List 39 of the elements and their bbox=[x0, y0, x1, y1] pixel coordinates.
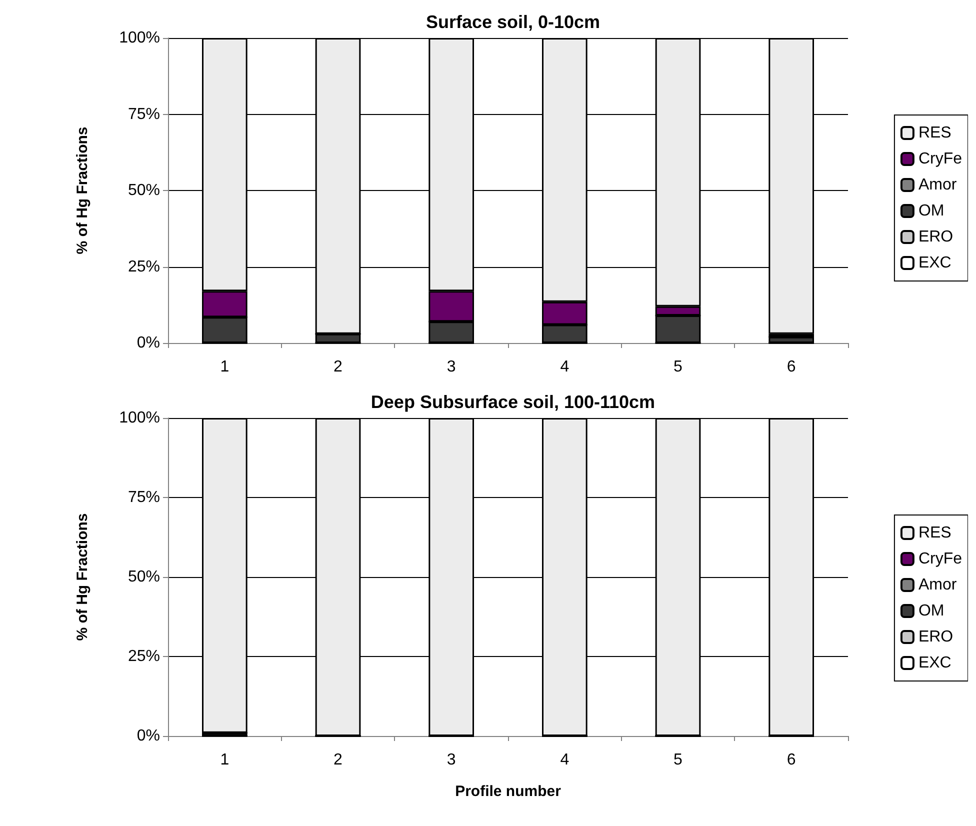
legend-label: ERO bbox=[918, 628, 954, 646]
y-tick-label: 50% bbox=[128, 182, 160, 199]
legend-label: OM bbox=[918, 202, 944, 220]
x-axis-title: Profile number bbox=[455, 783, 562, 800]
legend-label: RES bbox=[918, 124, 952, 142]
x-tick-label: 1 bbox=[220, 358, 230, 376]
chart-title: Deep Subsurface soil, 100-110cm bbox=[370, 392, 656, 412]
legend-label: CryFe bbox=[918, 150, 962, 168]
y-tick-label: 100% bbox=[119, 410, 160, 426]
y-tick-label: 25% bbox=[128, 648, 160, 665]
y-tick-label: 75% bbox=[128, 106, 160, 123]
x-tick-label: 2 bbox=[334, 752, 343, 768]
legend-label: OM bbox=[918, 602, 944, 620]
y-axis-title: % of Hg Fractions bbox=[74, 513, 91, 641]
legend-label: CryFe bbox=[918, 550, 962, 568]
legend-label: Amor bbox=[918, 176, 958, 194]
x-tick-label: 6 bbox=[786, 358, 796, 376]
y-tick-label: 75% bbox=[128, 489, 160, 506]
legend-label: EXC bbox=[918, 654, 952, 672]
y-tick-label: 25% bbox=[128, 258, 160, 276]
x-tick-label: 6 bbox=[786, 752, 796, 768]
y-tick-label: 50% bbox=[128, 568, 160, 586]
x-tick-label: 2 bbox=[334, 358, 343, 376]
x-tick-label: 4 bbox=[560, 358, 570, 376]
x-tick-label: 5 bbox=[674, 752, 683, 768]
y-tick-label: 0% bbox=[136, 334, 160, 352]
y-tick-label: 100% bbox=[119, 30, 160, 46]
legend-label: EXC bbox=[918, 254, 952, 272]
y-axis-title: % of Hg Fractions bbox=[74, 126, 91, 254]
x-tick-label: 4 bbox=[560, 752, 570, 768]
x-tick-label: 3 bbox=[446, 752, 456, 768]
legend-label: Amor bbox=[918, 576, 958, 594]
x-tick-label: 1 bbox=[220, 752, 230, 768]
x-tick-label: 5 bbox=[674, 358, 683, 376]
chart-title: Surface soil, 0-10cm bbox=[426, 12, 600, 32]
legend-label: ERO bbox=[918, 228, 954, 246]
x-tick-label: 3 bbox=[446, 358, 456, 376]
legend-label: RES bbox=[918, 524, 952, 542]
y-tick-label: 0% bbox=[136, 728, 160, 744]
